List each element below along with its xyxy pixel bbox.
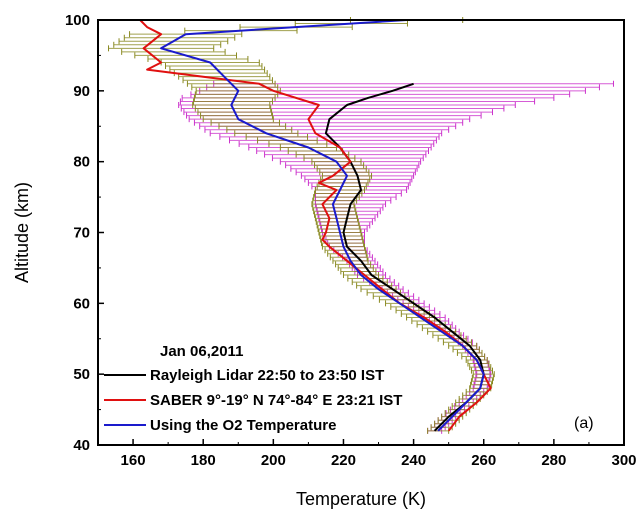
x-tick-label: 220 — [331, 452, 356, 469]
x-tick-label: 260 — [471, 452, 496, 469]
series-line-2 — [160, 19, 485, 432]
y-tick-label: 90 — [73, 83, 90, 100]
x-tick-label: 160 — [121, 452, 146, 469]
x-axis: 160 180 200 220 240 260 280 300 — [97, 439, 637, 469]
y-tick-label: 80 — [73, 154, 90, 171]
legend-label-1: SABER 9°-19° N 74°-84° E 23:21 IST — [150, 392, 402, 409]
legend-header: Jan 06,2011 — [160, 343, 243, 360]
y-axis: 40 50 60 70 80 90 100 — [65, 12, 104, 454]
x-tick-label: 180 — [191, 452, 216, 469]
series-lines — [139, 19, 492, 432]
series-line-0 — [324, 82, 485, 432]
x-tick-label: 200 — [261, 452, 286, 469]
x-tick-label: 240 — [401, 452, 426, 469]
legend-label-0: Rayleigh Lidar 22:50 to 23:50 IST — [150, 367, 384, 384]
y-tick-label: 60 — [73, 295, 90, 312]
x-axis-label: Temperature (K) — [296, 489, 426, 509]
y-tick-label: 100 — [65, 12, 90, 29]
x-tick-label: 280 — [541, 452, 566, 469]
y-tick-label: 50 — [73, 366, 90, 383]
x-tick-label: 300 — [611, 452, 636, 469]
y-tick-label: 40 — [73, 437, 90, 454]
legend-label-2: Using the O2 Temperature — [150, 417, 336, 434]
y-axis-label: Altitude (km) — [12, 182, 32, 283]
y-tick-label: 70 — [73, 225, 90, 242]
legend: Jan 06,2011 Rayleigh Lidar 22:50 to 23:5… — [104, 343, 402, 434]
panel-annotation: (a) — [574, 415, 594, 432]
